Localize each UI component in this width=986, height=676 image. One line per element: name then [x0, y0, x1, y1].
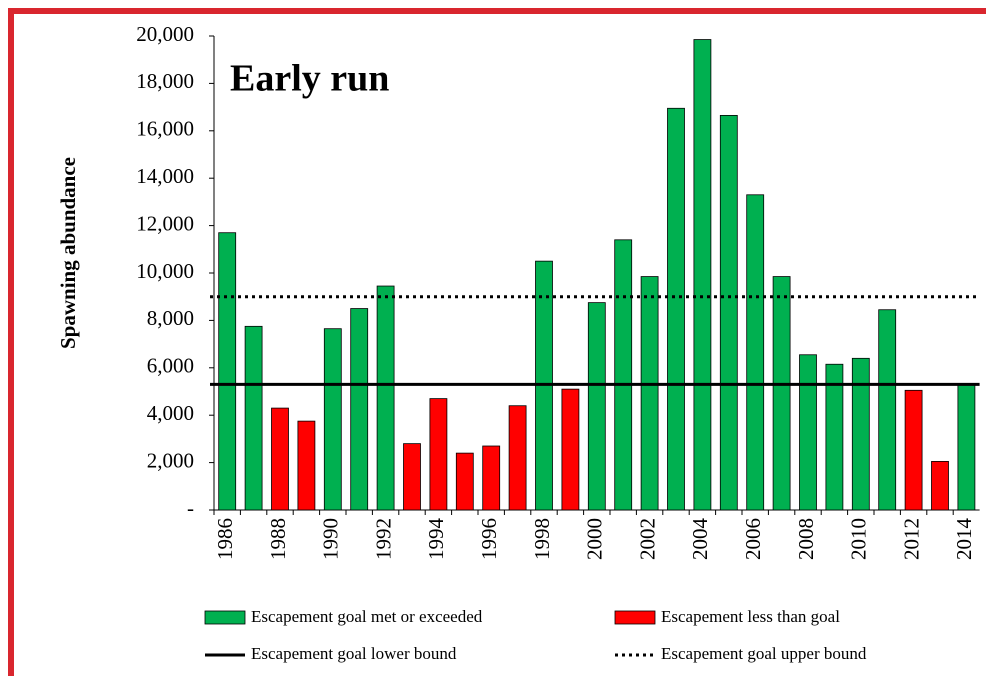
x-tick-label: 2010: [847, 518, 871, 560]
bar: [218, 232, 237, 511]
bar: [482, 445, 501, 511]
legend-swatch: [614, 610, 656, 625]
x-tick-label: 2012: [899, 518, 923, 560]
bar: [350, 308, 369, 511]
frame: [8, 8, 986, 676]
y-axis-label: Spawning abundance: [56, 157, 80, 349]
x-tick-label: 2006: [741, 518, 765, 560]
bar: [271, 407, 289, 511]
bar: [851, 357, 870, 511]
bar: [719, 114, 738, 511]
y-tick-label: 8,000: [147, 306, 194, 330]
x-tick-label: 1996: [477, 518, 501, 560]
chart-title: Early run: [230, 58, 389, 100]
bar: [561, 388, 580, 511]
y-tick-label: 20,000: [136, 22, 194, 46]
bar: [799, 354, 817, 511]
y-tick-label: -: [187, 496, 194, 520]
bar: [455, 452, 474, 511]
y-tick-label: 14,000: [136, 164, 194, 188]
bar: [244, 325, 263, 511]
bar: [825, 363, 844, 511]
x-tick-label: 1998: [530, 518, 554, 560]
bar: [878, 309, 897, 511]
y-tick-label: 18,000: [136, 69, 194, 93]
legend-label: Escapement goal upper bound: [661, 644, 867, 663]
x-tick-label: 1992: [371, 518, 395, 560]
bar: [323, 328, 342, 511]
bar: [904, 389, 923, 511]
x-tick-label: 1986: [213, 518, 237, 560]
x-tick-label: 1994: [424, 518, 448, 561]
legend-swatch: [204, 610, 246, 625]
x-tick-label: 1988: [266, 518, 290, 560]
legend-label: Escapement less than goal: [661, 607, 840, 626]
y-tick-label: 10,000: [136, 259, 194, 283]
bar: [957, 383, 976, 511]
bar: [667, 107, 685, 511]
x-tick-label: 2014: [952, 518, 976, 561]
bar: [746, 194, 765, 511]
bar: [297, 420, 316, 511]
x-tick-label: 1990: [319, 518, 343, 560]
x-tick-label: 2000: [583, 518, 607, 560]
y-tick-label: 4,000: [147, 401, 194, 425]
bar: [429, 398, 448, 511]
y-tick-label: 12,000: [136, 211, 194, 235]
legend-label: Escapement goal met or exceeded: [251, 607, 483, 626]
bar: [772, 276, 791, 511]
bar: [403, 443, 421, 511]
y-tick-label: 2,000: [147, 448, 194, 472]
bar: [376, 285, 395, 511]
legend-label: Escapement goal lower bound: [251, 644, 457, 663]
bar: [931, 461, 949, 511]
x-tick-label: 2004: [688, 518, 712, 561]
x-tick-label: 2008: [794, 518, 818, 560]
bar: [693, 39, 712, 511]
bar: [587, 302, 606, 511]
y-tick-label: 6,000: [147, 354, 194, 378]
bar: [640, 276, 659, 511]
x-tick-label: 2002: [635, 518, 659, 560]
bar: [508, 405, 527, 511]
bar: [614, 239, 633, 511]
y-tick-label: 16,000: [136, 117, 194, 141]
